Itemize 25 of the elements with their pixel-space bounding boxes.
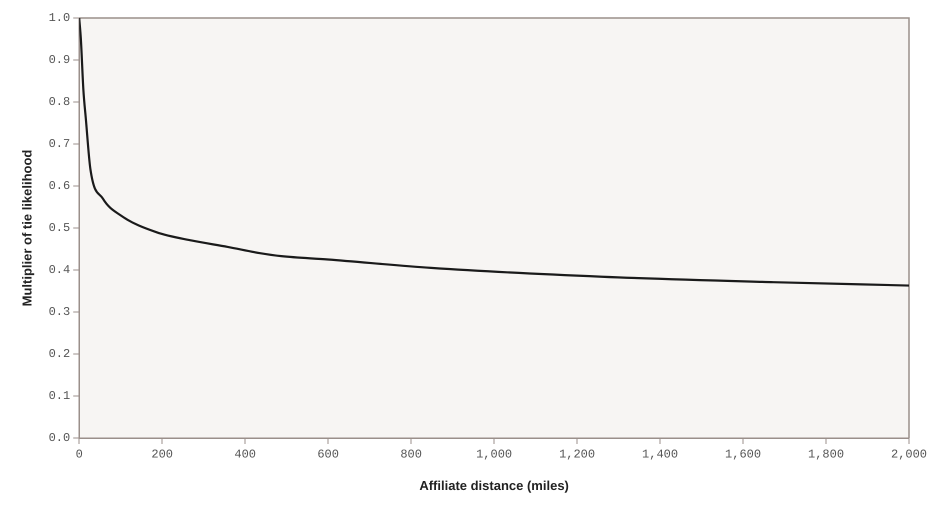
x-tick-label: 600 bbox=[317, 447, 339, 462]
y-tick-label: 0.2 bbox=[48, 347, 70, 362]
x-tick-label: 400 bbox=[234, 447, 256, 462]
y-tick-label: 0.7 bbox=[48, 137, 70, 152]
y-tick-label: 0.4 bbox=[48, 263, 70, 278]
y-tick-label: 0.1 bbox=[48, 389, 70, 404]
y-tick-label: 0.6 bbox=[48, 179, 70, 194]
y-tick-label: 0.9 bbox=[48, 53, 70, 68]
x-tick-label: 1,800 bbox=[808, 447, 844, 462]
x-tick-label: 0 bbox=[76, 447, 83, 462]
y-tick-label: 0.8 bbox=[48, 95, 70, 110]
x-tick-label: 2,000 bbox=[890, 447, 928, 462]
x-tick-label: 1,400 bbox=[642, 447, 678, 462]
y-tick-label: 0.5 bbox=[48, 221, 70, 236]
y-tick-label: 1.0 bbox=[48, 11, 70, 26]
x-tick-label: 200 bbox=[151, 447, 173, 462]
x-tick-label: 1,200 bbox=[559, 447, 596, 462]
x-tick-label: 1,600 bbox=[725, 447, 762, 462]
line-series bbox=[79, 18, 909, 287]
y-tick-label: 0.0 bbox=[48, 431, 70, 446]
x-tick-label: 1,000 bbox=[476, 447, 512, 462]
x-tick-label: 800 bbox=[400, 447, 422, 462]
x-axis-title: Affiliate distance (miles) bbox=[419, 478, 569, 493]
y-tick-label: 0.3 bbox=[48, 305, 70, 320]
y-axis-title: Multiplier of tie likelihood bbox=[19, 150, 34, 306]
